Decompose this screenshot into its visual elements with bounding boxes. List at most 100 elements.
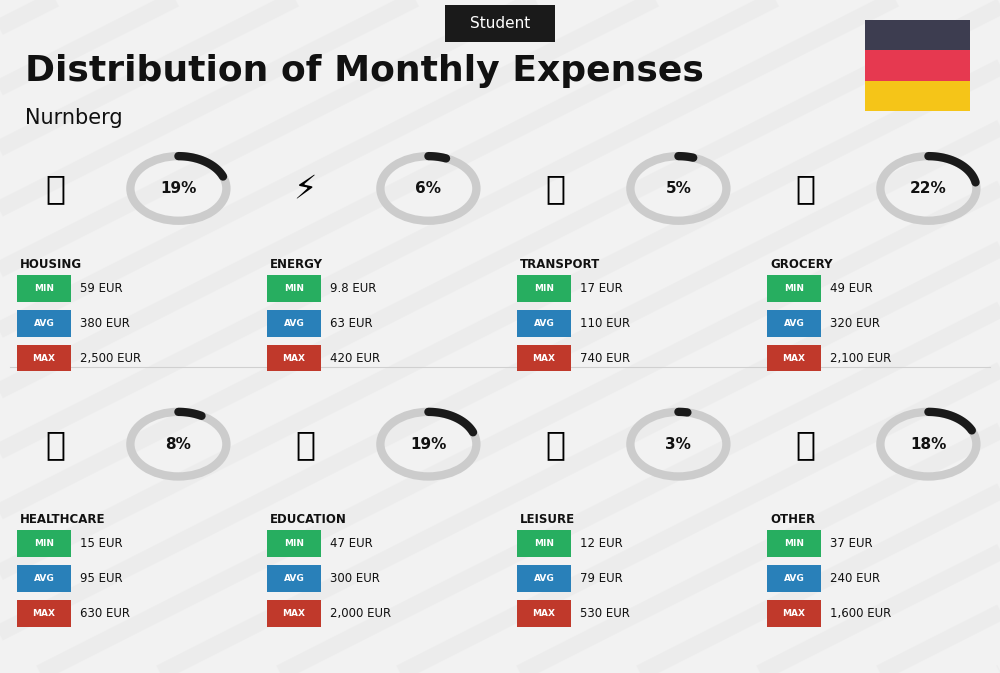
Text: ⚡: ⚡: [293, 172, 317, 205]
Text: MIN: MIN: [534, 539, 554, 548]
Text: Student: Student: [470, 16, 530, 31]
Text: 47 EUR: 47 EUR: [330, 537, 373, 551]
FancyBboxPatch shape: [267, 345, 321, 371]
FancyBboxPatch shape: [517, 275, 571, 302]
Text: MIN: MIN: [284, 539, 304, 548]
FancyBboxPatch shape: [767, 530, 821, 557]
FancyBboxPatch shape: [445, 5, 555, 42]
FancyBboxPatch shape: [865, 20, 970, 50]
FancyBboxPatch shape: [17, 310, 71, 336]
Text: 630 EUR: 630 EUR: [80, 607, 130, 621]
Text: 63 EUR: 63 EUR: [330, 316, 373, 330]
Text: 💰: 💰: [795, 427, 815, 461]
Text: 300 EUR: 300 EUR: [330, 572, 380, 586]
Text: 95 EUR: 95 EUR: [80, 572, 123, 586]
Text: 9.8 EUR: 9.8 EUR: [330, 281, 376, 295]
Text: HEALTHCARE: HEALTHCARE: [20, 513, 106, 526]
Text: TRANSPORT: TRANSPORT: [520, 258, 600, 271]
Text: 740 EUR: 740 EUR: [580, 351, 630, 365]
Text: 59 EUR: 59 EUR: [80, 281, 123, 295]
Text: 🎓: 🎓: [295, 427, 315, 461]
Text: MIN: MIN: [284, 283, 304, 293]
Text: Distribution of Monthly Expenses: Distribution of Monthly Expenses: [25, 54, 704, 87]
Text: 8%: 8%: [165, 437, 191, 452]
Text: AVG: AVG: [784, 574, 804, 583]
FancyBboxPatch shape: [767, 275, 821, 302]
Text: 110 EUR: 110 EUR: [580, 316, 630, 330]
Text: OTHER: OTHER: [770, 513, 815, 526]
Text: GROCERY: GROCERY: [770, 258, 832, 271]
Text: MIN: MIN: [784, 539, 804, 548]
FancyBboxPatch shape: [267, 600, 321, 627]
Text: AVG: AVG: [284, 574, 304, 583]
FancyBboxPatch shape: [17, 345, 71, 371]
Text: Nurnberg: Nurnberg: [25, 108, 123, 128]
Text: 🛍: 🛍: [545, 427, 565, 461]
Text: MAX: MAX: [782, 353, 806, 363]
Text: MAX: MAX: [283, 353, 306, 363]
Text: 19%: 19%: [410, 437, 447, 452]
Text: 18%: 18%: [910, 437, 947, 452]
FancyBboxPatch shape: [767, 310, 821, 336]
Text: AVG: AVG: [534, 318, 554, 328]
FancyBboxPatch shape: [17, 600, 71, 627]
FancyBboxPatch shape: [267, 310, 321, 336]
Text: 🛒: 🛒: [795, 172, 815, 205]
Text: 15 EUR: 15 EUR: [80, 537, 123, 551]
FancyBboxPatch shape: [865, 50, 970, 81]
Text: 1,600 EUR: 1,600 EUR: [830, 607, 891, 621]
Text: 530 EUR: 530 EUR: [580, 607, 630, 621]
Text: 12 EUR: 12 EUR: [580, 537, 623, 551]
FancyBboxPatch shape: [267, 565, 321, 592]
Text: MIN: MIN: [34, 283, 54, 293]
Text: 79 EUR: 79 EUR: [580, 572, 623, 586]
Text: 320 EUR: 320 EUR: [830, 316, 880, 330]
Text: ENERGY: ENERGY: [270, 258, 323, 271]
FancyBboxPatch shape: [267, 275, 321, 302]
Text: MIN: MIN: [784, 283, 804, 293]
Text: 3%: 3%: [665, 437, 691, 452]
Text: 19%: 19%: [160, 181, 197, 196]
Text: 💚: 💚: [45, 427, 65, 461]
Text: 2,500 EUR: 2,500 EUR: [80, 351, 141, 365]
FancyBboxPatch shape: [517, 600, 571, 627]
Text: MAX: MAX: [532, 353, 556, 363]
FancyBboxPatch shape: [517, 565, 571, 592]
FancyBboxPatch shape: [517, 345, 571, 371]
Text: 22%: 22%: [910, 181, 947, 196]
FancyBboxPatch shape: [17, 565, 71, 592]
Text: 37 EUR: 37 EUR: [830, 537, 873, 551]
FancyBboxPatch shape: [517, 530, 571, 557]
Text: MAX: MAX: [782, 609, 806, 618]
Text: 2,000 EUR: 2,000 EUR: [330, 607, 391, 621]
FancyBboxPatch shape: [767, 600, 821, 627]
Text: MIN: MIN: [534, 283, 554, 293]
Text: 380 EUR: 380 EUR: [80, 316, 130, 330]
Text: 5%: 5%: [665, 181, 691, 196]
FancyBboxPatch shape: [767, 565, 821, 592]
Text: HOUSING: HOUSING: [20, 258, 82, 271]
Text: AVG: AVG: [34, 318, 54, 328]
Text: MAX: MAX: [32, 609, 56, 618]
FancyBboxPatch shape: [767, 345, 821, 371]
Text: 420 EUR: 420 EUR: [330, 351, 380, 365]
Text: 2,100 EUR: 2,100 EUR: [830, 351, 891, 365]
FancyBboxPatch shape: [17, 275, 71, 302]
Text: 🏗: 🏗: [45, 172, 65, 205]
Text: LEISURE: LEISURE: [520, 513, 575, 526]
Text: MAX: MAX: [532, 609, 556, 618]
Text: AVG: AVG: [34, 574, 54, 583]
Text: MAX: MAX: [32, 353, 56, 363]
Text: MIN: MIN: [34, 539, 54, 548]
Text: 🚌: 🚌: [545, 172, 565, 205]
FancyBboxPatch shape: [865, 81, 970, 111]
FancyBboxPatch shape: [517, 310, 571, 336]
Text: 240 EUR: 240 EUR: [830, 572, 880, 586]
Text: 17 EUR: 17 EUR: [580, 281, 623, 295]
Text: AVG: AVG: [784, 318, 804, 328]
FancyBboxPatch shape: [267, 530, 321, 557]
Text: 6%: 6%: [415, 181, 441, 196]
FancyBboxPatch shape: [17, 530, 71, 557]
Text: AVG: AVG: [284, 318, 304, 328]
Text: AVG: AVG: [534, 574, 554, 583]
